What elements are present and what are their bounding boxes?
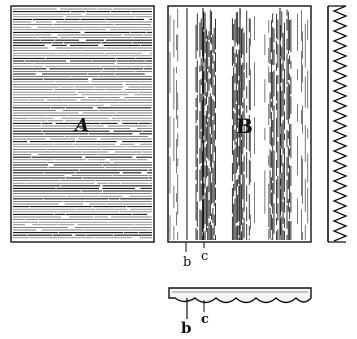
panel-a: A	[11, 6, 154, 242]
plan-label-c: c	[201, 249, 208, 264]
panel-b: B b c	[168, 6, 311, 270]
panel-a-label: A	[73, 115, 89, 136]
section-label-c: c	[201, 312, 209, 327]
section-label-b: b	[181, 319, 192, 337]
plan-label-b: b	[183, 255, 191, 270]
panel-b-label: B	[236, 114, 253, 138]
cross-section: b c	[169, 288, 311, 337]
side-profile	[328, 6, 346, 242]
side-profile-serrated-edge	[334, 6, 346, 241]
cross-section-outline	[169, 288, 311, 303]
